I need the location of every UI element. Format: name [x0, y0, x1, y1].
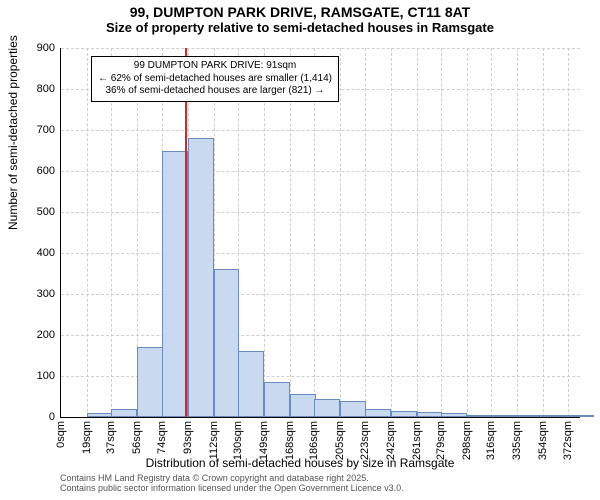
- histogram-bar: [111, 409, 137, 417]
- gridline-v: [111, 48, 112, 417]
- x-tick-label: 354sqm: [537, 417, 549, 460]
- x-tick-label: 316sqm: [485, 417, 497, 460]
- gridline-v: [441, 48, 442, 417]
- x-tick-label: 112sqm: [208, 417, 220, 459]
- x-tick-label: 149sqm: [258, 417, 270, 460]
- chart-subtitle: Size of property relative to semi-detach…: [0, 20, 600, 35]
- x-tick-label: 130sqm: [232, 417, 244, 460]
- x-tick-label: 37sqm: [105, 417, 117, 454]
- gridline-v: [417, 48, 418, 417]
- histogram-bar: [441, 413, 467, 417]
- histogram-bar: [264, 382, 290, 417]
- histogram-bar: [340, 401, 366, 417]
- credits-line-2: Contains public sector information licen…: [60, 484, 404, 494]
- x-tick-label: 261sqm: [411, 417, 423, 460]
- y-tick-label: 500: [37, 206, 61, 218]
- x-tick-label: 56sqm: [131, 417, 143, 454]
- gridline-h: [61, 294, 580, 295]
- gridline-v: [543, 48, 544, 417]
- y-tick-label: 400: [37, 247, 61, 259]
- y-tick-label: 700: [37, 124, 61, 136]
- gridline-h: [61, 253, 580, 254]
- annotation-box: 99 DUMPTON PARK DRIVE: 91sqm← 62% of sem…: [91, 56, 339, 102]
- annotation-line-2: ← 62% of semi-detached houses are smalle…: [98, 73, 332, 86]
- x-tick-label: 0sqm: [55, 417, 67, 448]
- x-tick-label: 19sqm: [81, 417, 93, 454]
- gridline-v: [340, 48, 341, 417]
- histogram-bar: [188, 138, 214, 417]
- gridline-v: [491, 48, 492, 417]
- plot-area: 01002003004005006007008009000sqm19sqm37s…: [60, 48, 580, 418]
- y-tick-label: 200: [37, 329, 61, 341]
- histogram-bar: [87, 413, 113, 417]
- histogram-bar: [314, 399, 340, 417]
- gridline-h: [61, 335, 580, 336]
- histogram-bar: [238, 351, 264, 417]
- gridline-v: [290, 48, 291, 417]
- y-tick-label: 800: [37, 83, 61, 95]
- annotation-line-3: 36% of semi-detached houses are larger (…: [98, 85, 332, 98]
- histogram-bar: [517, 415, 543, 417]
- histogram-bar: [391, 411, 417, 417]
- gridline-v: [264, 48, 265, 417]
- x-tick-label: 223sqm: [359, 417, 371, 460]
- annotation-line-1: 99 DUMPTON PARK DRIVE: 91sqm: [98, 60, 332, 73]
- histogram-bar: [568, 415, 594, 417]
- x-tick-label: 242sqm: [385, 417, 397, 460]
- gridline-v: [314, 48, 315, 417]
- histogram-bar: [290, 394, 316, 417]
- credits: Contains HM Land Registry data © Crown c…: [60, 474, 404, 494]
- gridline-v: [87, 48, 88, 417]
- gridline-h: [61, 48, 580, 49]
- x-tick-label: 335sqm: [511, 417, 523, 460]
- gridline-v: [467, 48, 468, 417]
- histogram-bar: [543, 415, 569, 417]
- x-tick-label: 168sqm: [284, 417, 296, 460]
- title-block: 99, DUMPTON PARK DRIVE, RAMSGATE, CT11 8…: [0, 0, 600, 35]
- gridline-v: [517, 48, 518, 417]
- x-tick-label: 74sqm: [156, 417, 168, 454]
- chart-title: 99, DUMPTON PARK DRIVE, RAMSGATE, CT11 8…: [0, 4, 600, 20]
- gridline-h: [61, 171, 580, 172]
- gridline-v: [365, 48, 366, 417]
- y-tick-label: 900: [37, 42, 61, 54]
- histogram-bar: [491, 415, 517, 417]
- x-tick-label: 93sqm: [182, 417, 194, 454]
- y-tick-label: 600: [37, 165, 61, 177]
- x-tick-label: 186sqm: [308, 417, 320, 460]
- x-tick-label: 372sqm: [562, 417, 574, 460]
- x-tick-label: 205sqm: [334, 417, 346, 460]
- chart-container: 99, DUMPTON PARK DRIVE, RAMSGATE, CT11 8…: [0, 0, 600, 500]
- x-tick-label: 298sqm: [461, 417, 473, 460]
- gridline-h: [61, 212, 580, 213]
- histogram-bar: [365, 409, 391, 417]
- histogram-bar: [417, 412, 443, 417]
- gridline-v: [391, 48, 392, 417]
- gridline-v: [568, 48, 569, 417]
- histogram-bar: [214, 269, 240, 417]
- x-axis-label: Distribution of semi-detached houses by …: [0, 456, 600, 470]
- histogram-bar: [162, 151, 188, 418]
- property-marker-line: [185, 48, 187, 417]
- y-tick-label: 300: [37, 288, 61, 300]
- y-axis-label: Number of semi-detached properties: [6, 35, 20, 230]
- y-tick-label: 100: [37, 370, 61, 382]
- x-tick-label: 279sqm: [435, 417, 447, 460]
- gridline-h: [61, 130, 580, 131]
- histogram-bar: [467, 415, 493, 417]
- histogram-bar: [137, 347, 163, 417]
